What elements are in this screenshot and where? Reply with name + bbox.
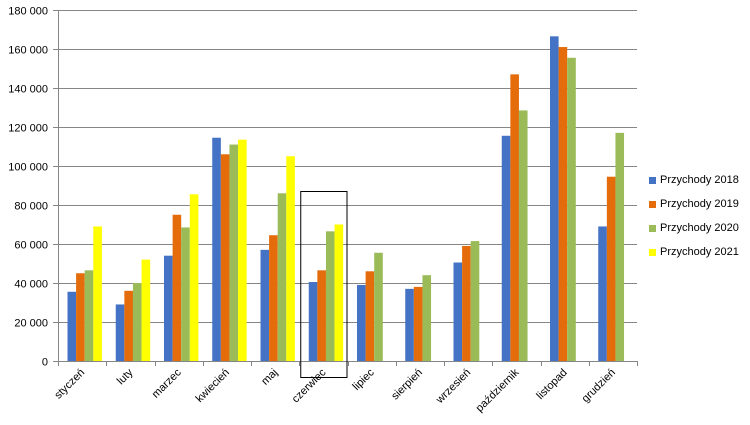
x-tick-label: kwiecień (194, 367, 232, 405)
legend-label: Przychody 2020 (660, 222, 739, 234)
y-tick-label: 140 000 (8, 84, 48, 96)
bar (172, 214, 182, 361)
legend-item: Przychody 2019 (649, 192, 749, 216)
bar (325, 231, 335, 361)
legend-swatch (649, 248, 656, 256)
bar (308, 282, 318, 361)
legend: Przychody 2018 Przychody 2019 Przychody 20… (649, 168, 749, 264)
bar (238, 139, 247, 361)
bar (269, 235, 278, 361)
bar (615, 132, 625, 361)
bar (286, 156, 295, 361)
bar (518, 110, 528, 361)
bar (141, 259, 151, 361)
legend-item: Przychody 2020 (649, 216, 749, 240)
bar (567, 57, 576, 362)
bar (124, 290, 133, 361)
bar (413, 286, 423, 361)
x-tick-label: luty (115, 366, 136, 387)
x-tick-label: maj (259, 367, 280, 388)
legend-item: Przychody 2018 (649, 168, 749, 192)
bar (558, 47, 568, 362)
bar (277, 193, 287, 361)
bar (229, 144, 239, 361)
bar (212, 137, 221, 361)
x-tick-label: listopad (534, 367, 569, 402)
y-tick-label: 20 000 (14, 318, 48, 330)
bar (510, 74, 519, 361)
legend-label: Przychody 2021 (660, 246, 739, 258)
bar (470, 241, 480, 361)
x-tick-label: październik (474, 366, 522, 414)
bar (422, 275, 432, 361)
bar (606, 176, 616, 361)
bar (115, 304, 125, 361)
bar (374, 252, 383, 361)
bar (334, 224, 344, 361)
y-tick-label: 180 000 (8, 6, 48, 18)
x-tick-label: marzec (150, 366, 184, 400)
bar (405, 288, 414, 361)
legend-swatch (649, 200, 656, 208)
bar (84, 270, 94, 361)
bar (357, 284, 366, 361)
bar (453, 262, 463, 361)
bar (598, 226, 607, 361)
legend-item: Przychody 2021 (649, 240, 749, 264)
bar (93, 226, 102, 361)
bar (501, 135, 511, 361)
y-tick-label: 40 000 (14, 279, 48, 291)
bar (181, 227, 190, 361)
x-tick-label: czerwiec (290, 366, 329, 405)
bar (132, 283, 142, 361)
bar (189, 194, 199, 361)
y-tick-label: 60 000 (14, 240, 48, 252)
x-tick-label: grudzień (580, 367, 618, 405)
legend-swatch (649, 176, 656, 184)
bar (317, 270, 326, 361)
bar (462, 245, 471, 361)
legend-label: Przychody 2019 (660, 198, 739, 210)
x-tick-label: sierpień (389, 367, 425, 403)
bar (220, 154, 230, 361)
y-tick-label: 80 000 (14, 201, 48, 213)
x-tick-label: lipiec (351, 366, 378, 393)
y-tick-label: 100 000 (8, 162, 48, 174)
y-tick-label: 160 000 (8, 45, 48, 57)
bar (550, 36, 559, 361)
legend-swatch (649, 224, 656, 232)
bar (76, 273, 85, 361)
bar (164, 255, 173, 361)
bar (365, 271, 375, 361)
y-tick-label: 0 (42, 357, 48, 369)
bar (67, 291, 77, 361)
x-tick-label: styczeń (52, 367, 87, 402)
legend-label: Przychody 2018 (660, 174, 739, 186)
highlight-box (300, 191, 348, 378)
bar (260, 249, 270, 361)
x-tick-label: wrzesień (433, 367, 473, 407)
y-tick-label: 120 000 (8, 123, 48, 135)
